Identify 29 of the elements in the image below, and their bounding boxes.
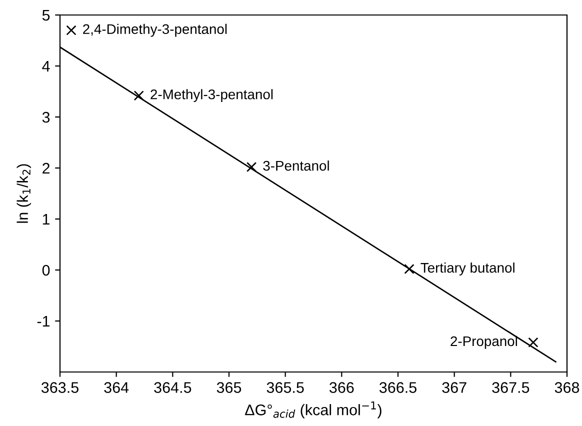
y-tick-label: 5 bbox=[42, 10, 50, 21]
x-tick-label: 367.5 bbox=[492, 382, 530, 393]
x-tick-label: 367 bbox=[442, 382, 466, 393]
annotation: 2,4-Dimethy-3-pentanol bbox=[83, 24, 227, 37]
point bbox=[246, 162, 257, 172]
x-tick-label: 365.5 bbox=[266, 382, 304, 393]
x-tick-label: 366 bbox=[330, 382, 354, 393]
y-tick-label: 0 bbox=[42, 264, 50, 276]
x-tick-label: 364 bbox=[104, 382, 129, 393]
point bbox=[66, 25, 76, 36]
x-tick-label: 366.5 bbox=[379, 382, 416, 393]
annotation: 2-Propanol bbox=[450, 336, 517, 349]
x-tick-label: 368 bbox=[554, 382, 580, 393]
y-tick-label: 2 bbox=[42, 162, 50, 174]
y-axis-title: ln (k$_{1}$/k$_{2}$) bbox=[16, 164, 32, 223]
annotation: 2-Methyl-3-pentanol bbox=[150, 89, 273, 102]
y-tick-label: 3 bbox=[42, 112, 50, 123]
point bbox=[404, 264, 414, 274]
annotation: Tertiary butanol bbox=[420, 262, 514, 276]
point bbox=[134, 90, 144, 101]
x-axis-title: ΔG°$_{acid}$ (kcal mol$^{−1}$) bbox=[245, 402, 382, 418]
y-tick-label: -1 bbox=[37, 316, 50, 327]
x-tick-label: 364.5 bbox=[154, 382, 192, 393]
annotation: 3-Pentanol bbox=[263, 160, 329, 171]
y-tick-label: 4 bbox=[42, 61, 50, 72]
x-tick-label: 365 bbox=[216, 382, 242, 393]
x-tick-label: 363.5 bbox=[41, 382, 78, 393]
point bbox=[528, 337, 538, 348]
y-tick-label: 1 bbox=[42, 214, 50, 225]
